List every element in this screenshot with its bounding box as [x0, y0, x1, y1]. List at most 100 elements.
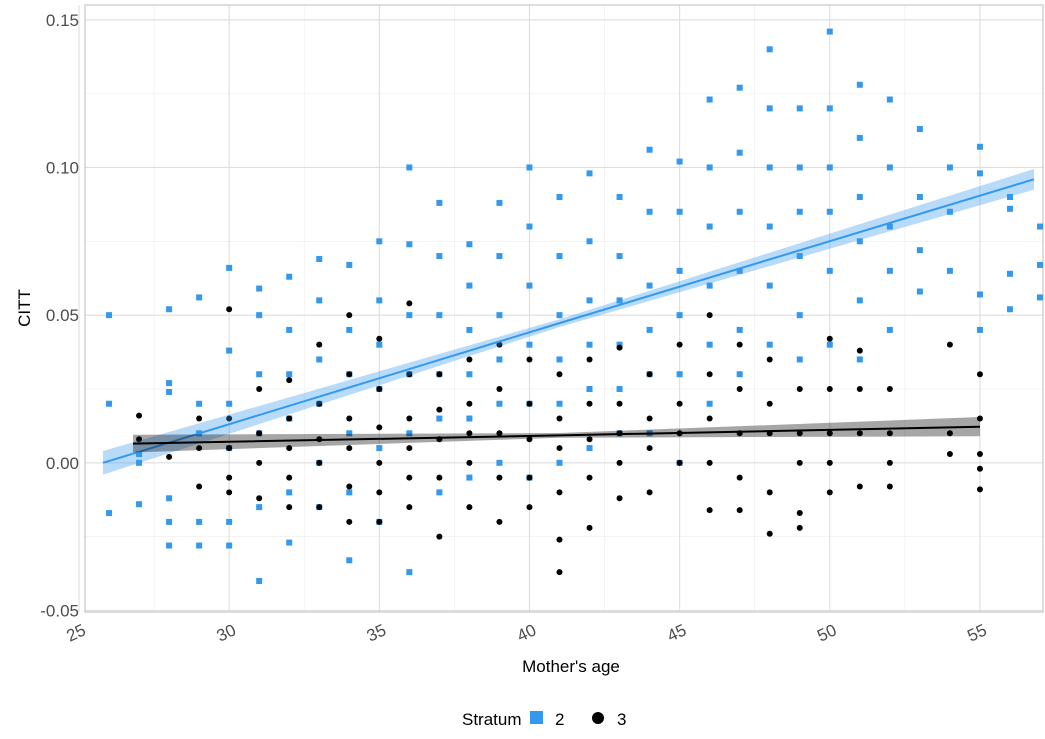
y-tick-label: 0.05 [46, 306, 79, 325]
point [526, 504, 533, 511]
point [196, 445, 203, 452]
point [676, 267, 683, 274]
point [946, 430, 953, 437]
point [226, 518, 233, 525]
trend-line [133, 425, 980, 445]
point [706, 223, 713, 230]
point [226, 264, 233, 271]
point [376, 385, 383, 392]
point [436, 533, 443, 540]
point [886, 164, 893, 171]
legend: Stratum 2 3 [462, 710, 626, 729]
point [286, 273, 293, 280]
point [826, 208, 833, 215]
point [556, 312, 563, 319]
point [976, 465, 983, 472]
y-tick-label: 0.15 [46, 11, 79, 30]
point [946, 341, 953, 348]
point [256, 430, 263, 437]
point [826, 385, 833, 392]
point [526, 282, 533, 289]
point [526, 400, 533, 407]
point [376, 238, 383, 245]
point [796, 253, 803, 260]
point [166, 388, 173, 395]
point [586, 356, 593, 363]
x-tick-label: 30 [214, 620, 239, 645]
point [256, 371, 263, 378]
point [1006, 270, 1013, 277]
point [436, 371, 443, 378]
point [496, 312, 503, 319]
point [736, 507, 743, 514]
point [496, 518, 503, 525]
point [286, 474, 293, 481]
point [676, 208, 683, 215]
point [856, 238, 863, 245]
x-tick-label: 35 [364, 620, 389, 645]
point [346, 415, 353, 422]
point [256, 577, 263, 584]
point [436, 406, 443, 413]
point [226, 474, 233, 481]
point [646, 415, 653, 422]
point [556, 253, 563, 260]
point [976, 291, 983, 298]
point [706, 400, 713, 407]
point [286, 539, 293, 546]
point [196, 518, 203, 525]
point [766, 223, 773, 230]
point [826, 459, 833, 466]
point [406, 569, 413, 576]
point [406, 300, 413, 307]
point [586, 474, 593, 481]
point [256, 312, 263, 319]
point [556, 445, 563, 452]
point [226, 489, 233, 496]
point [166, 453, 173, 460]
point [376, 518, 383, 525]
point [586, 445, 593, 452]
point [736, 149, 743, 156]
point [586, 385, 593, 392]
point [856, 430, 863, 437]
point [796, 430, 803, 437]
point [106, 312, 113, 319]
point [376, 335, 383, 342]
point [706, 164, 713, 171]
point [256, 495, 263, 502]
point [646, 371, 653, 378]
point [376, 424, 383, 431]
point [466, 415, 473, 422]
point [166, 306, 173, 313]
point [316, 504, 323, 511]
point [886, 459, 893, 466]
point [646, 282, 653, 289]
point [256, 459, 263, 466]
legend-key [530, 711, 543, 724]
point [766, 164, 773, 171]
point [766, 356, 773, 363]
point [826, 335, 833, 342]
point [496, 400, 503, 407]
point [766, 530, 773, 537]
point [226, 306, 233, 313]
point [466, 326, 473, 333]
point [796, 510, 803, 517]
point [406, 164, 413, 171]
point [226, 415, 233, 422]
point [886, 385, 893, 392]
y-tick-label: 0.00 [46, 454, 79, 473]
point [736, 84, 743, 91]
point [466, 356, 473, 363]
point [1006, 193, 1013, 200]
point [826, 28, 833, 35]
point [736, 341, 743, 348]
point [826, 341, 833, 348]
point [166, 542, 173, 549]
point [916, 288, 923, 295]
point [496, 474, 503, 481]
point [676, 371, 683, 378]
point [976, 486, 983, 493]
point [886, 430, 893, 437]
